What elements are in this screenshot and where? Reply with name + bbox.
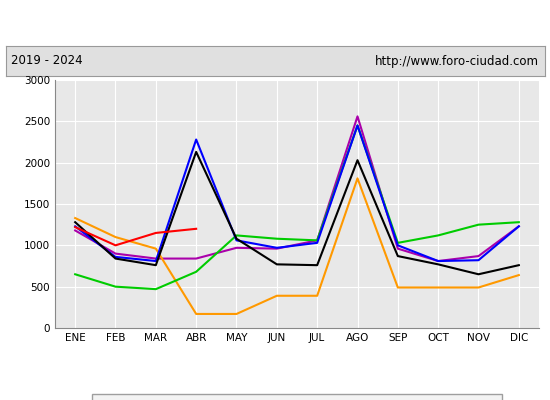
Text: 2019 - 2024: 2019 - 2024 [11, 54, 82, 68]
Text: http://www.foro-ciudad.com: http://www.foro-ciudad.com [375, 54, 539, 68]
Text: Evolucion Nº Turistas Nacionales en el municipio de Zalamea de la Serena: Evolucion Nº Turistas Nacionales en el m… [37, 16, 513, 30]
Legend: 2024, 2023, 2022, 2021, 2020, 2019: 2024, 2023, 2022, 2021, 2020, 2019 [92, 394, 502, 400]
